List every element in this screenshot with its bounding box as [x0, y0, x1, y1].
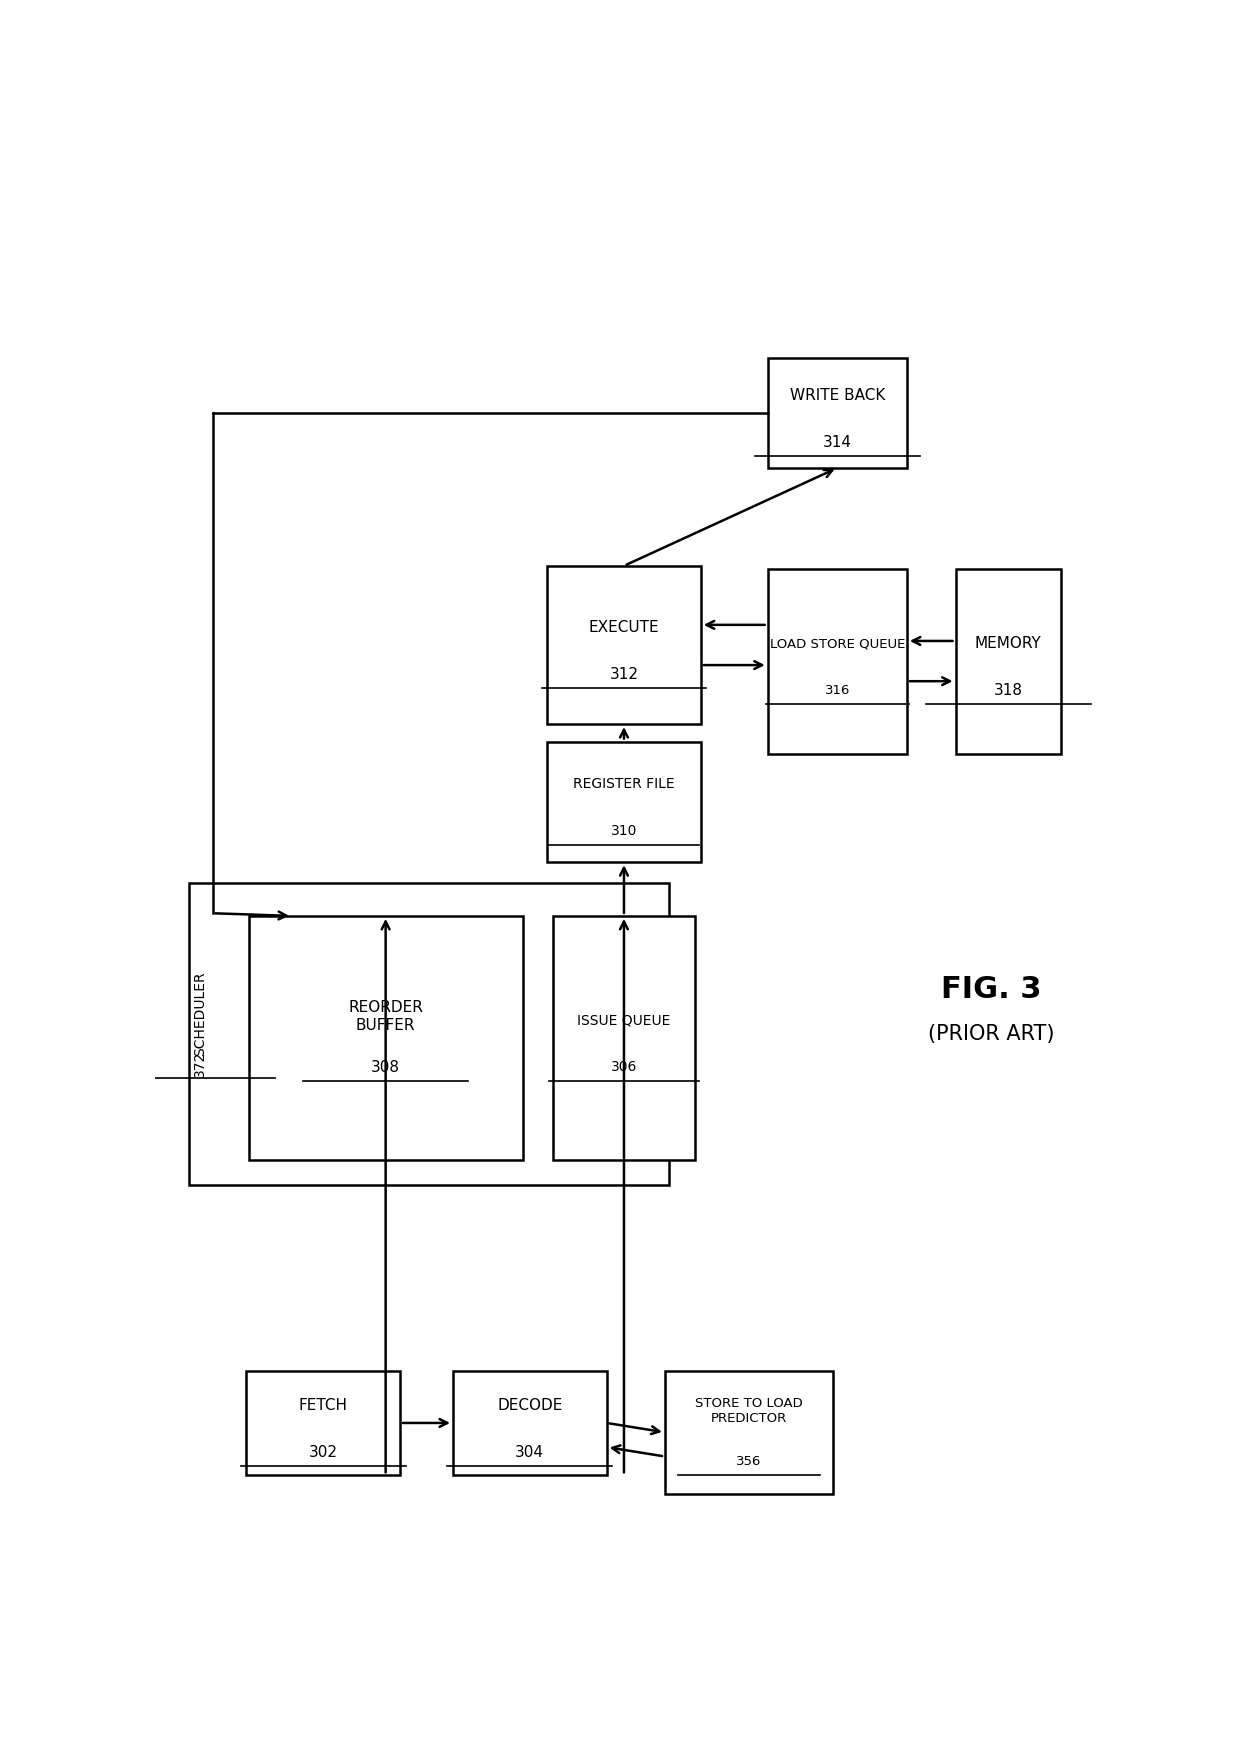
Text: DECODE: DECODE [497, 1399, 563, 1413]
Text: FETCH: FETCH [299, 1399, 347, 1413]
Text: 308: 308 [371, 1059, 401, 1075]
Text: REORDER
BUFFER: REORDER BUFFER [348, 1000, 423, 1033]
Text: 302: 302 [309, 1444, 337, 1460]
Bar [547, 566, 701, 725]
Text: ISSUE QUEUE: ISSUE QUEUE [578, 1014, 671, 1028]
Text: 316: 316 [825, 685, 849, 697]
Text: LOAD STORE QUEUE: LOAD STORE QUEUE [770, 638, 905, 650]
Text: 312: 312 [610, 667, 639, 681]
Bar [247, 1371, 401, 1475]
Text: MEMORY: MEMORY [975, 636, 1042, 652]
Text: 372: 372 [193, 1050, 207, 1077]
Bar [547, 742, 701, 862]
Bar [956, 568, 1061, 754]
Text: 306: 306 [611, 1061, 637, 1075]
Text: EXECUTE: EXECUTE [589, 620, 660, 636]
Text: (PRIOR ART): (PRIOR ART) [928, 1024, 1054, 1043]
Text: FIG. 3: FIG. 3 [941, 976, 1042, 1003]
Text: 314: 314 [823, 436, 852, 449]
Bar [553, 916, 696, 1160]
Bar [665, 1371, 833, 1495]
Text: WRITE BACK: WRITE BACK [790, 388, 885, 402]
Text: REGISTER FILE: REGISTER FILE [573, 777, 675, 791]
Text: 318: 318 [994, 683, 1023, 699]
Bar [453, 1371, 606, 1475]
Text: 310: 310 [611, 824, 637, 838]
Text: SCHEDULER: SCHEDULER [193, 972, 207, 1056]
Text: STORE TO LOAD
PREDICTOR: STORE TO LOAD PREDICTOR [696, 1397, 802, 1425]
Text: 304: 304 [516, 1444, 544, 1460]
Bar [249, 916, 522, 1160]
Text: 356: 356 [737, 1455, 761, 1469]
Bar [768, 568, 906, 754]
Bar [768, 357, 906, 469]
Bar [188, 883, 670, 1185]
